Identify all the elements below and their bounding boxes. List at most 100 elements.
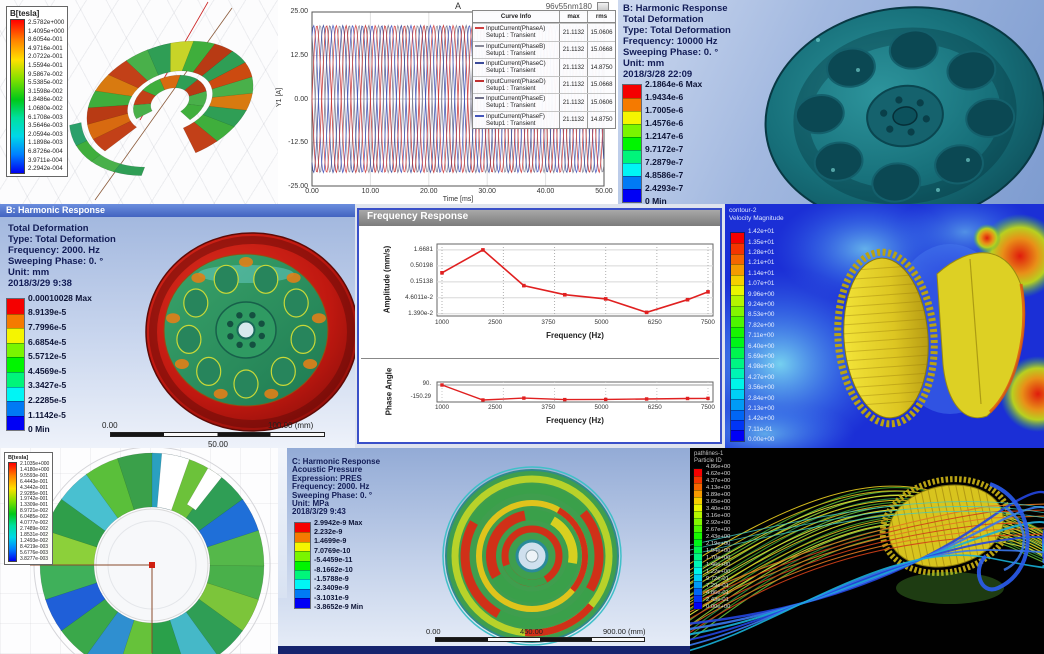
colorbar-cell xyxy=(623,124,641,137)
colorbar-label: 6.6854e-5 xyxy=(28,336,67,347)
curve-legend-row: InputCurrent(PhaseC) Setup1 : Transient 21… xyxy=(473,58,615,76)
colorbar-cell xyxy=(295,551,310,561)
colorbar-cell xyxy=(623,111,641,124)
colorbar-label: 7.11e-01 xyxy=(748,425,773,433)
flywheel-model-view xyxy=(145,232,355,432)
colorbar-label: 2.19e+00 xyxy=(706,541,731,548)
colorbar xyxy=(6,298,25,432)
curve-legend-row: InputCurrent(PhaseB) Setup1 : Transient 21… xyxy=(473,40,615,58)
colorbar-label: 3.16e+00 xyxy=(706,513,731,520)
amplitude-x-ticks: 1000 2500 3750 5000 6250 7500 xyxy=(432,319,718,326)
colorbar-cell xyxy=(623,85,641,98)
colorbar-label: 0 Min xyxy=(28,424,50,435)
tick-label: -25.00 xyxy=(288,183,308,190)
colorbar-cell xyxy=(694,511,702,518)
curve-legend-row: InputCurrent(PhaseE) Setup1 : Transient 21… xyxy=(473,93,615,111)
colorbar-label: 4.4569e-5 xyxy=(28,365,67,376)
colorbar-label: 7.0769e-10 xyxy=(314,545,351,555)
panel-transient-plot: A 96v55nm180 Y1 [A] 25.00 12.50 0.00 -12.50… xyxy=(276,0,618,204)
tick-label: 6250 xyxy=(647,319,662,326)
colorbar-label: 4.37e+00 xyxy=(706,478,731,485)
legend-value: 1.1898e-003 xyxy=(28,139,63,147)
colorbar-cell xyxy=(694,518,702,525)
colorbar-label: 1.46e+00 xyxy=(706,562,731,569)
panel-pathlines: pathlines-1 Particle ID 4.86e+00 4.62e+00… xyxy=(690,448,1044,654)
colorbar-label: 0 Min xyxy=(645,195,667,206)
curve-swatch xyxy=(475,97,484,100)
colorbar-cell xyxy=(7,357,24,372)
colorbar-label: 5.5712e-5 xyxy=(28,351,67,362)
colorbar-cell xyxy=(623,98,641,111)
legend-value: 3.1598e-002 xyxy=(28,87,63,95)
curve-legend-header: Curve Info max rms xyxy=(473,11,615,23)
legend-value: 1.3309e-001 xyxy=(20,502,49,509)
colorbar-cell xyxy=(694,567,702,574)
tick-label: 1.6681 xyxy=(413,246,433,253)
colorbar-label: 3.89e+00 xyxy=(706,492,731,499)
tick-label: 12.50 xyxy=(290,51,308,59)
tick-label: 1.390e-2 xyxy=(408,310,433,317)
colorbar-cell xyxy=(694,560,702,567)
tick-label: 3750 xyxy=(541,404,556,411)
colorbar-cell xyxy=(694,525,702,532)
colorbar-cell xyxy=(694,476,702,483)
colorbar-label: 4.86e-01 xyxy=(706,590,729,597)
legend-value: 6.8726e-004 xyxy=(28,147,63,155)
amplitude-x-label: Frequency (Hz) xyxy=(546,331,604,340)
phase-x-ticks: 1000 2500 3750 5000 6250 7500 xyxy=(432,404,718,411)
colorbar-label: 1.94e+00 xyxy=(706,548,731,555)
ruler-label-right: 100.00 (mm) xyxy=(268,421,314,430)
colorbar-label: 4.27e+00 xyxy=(748,373,775,381)
window-titlebar[interactable]: Frequency Response xyxy=(359,210,720,226)
colorbar-label: 2.4293e-7 xyxy=(645,182,684,193)
pathlines-view xyxy=(690,476,1044,652)
curve-swatch xyxy=(475,27,484,30)
colorbar-label: 1.14e+01 xyxy=(748,269,775,277)
legend-value: 1.9742e-001 xyxy=(20,496,49,503)
amplitude-y-ticks: 1.6681 0.50198 0.15138 4.6011e-2 1.390e-2 xyxy=(397,246,433,317)
colorbar-label: 2.43e+00 xyxy=(706,534,731,541)
colorbar-cell xyxy=(7,386,24,402)
colorbar xyxy=(622,84,642,203)
legend-value: 8.9721e-002 xyxy=(20,508,49,515)
legend-value: 1.4095e+000 xyxy=(28,27,65,35)
legend-value: 6.0485e-002 xyxy=(20,514,49,521)
plot-title: A xyxy=(454,1,461,11)
legend-value: 1.4180e+000 xyxy=(20,466,50,473)
colorbar-label: 1.07e+01 xyxy=(748,280,775,288)
colorbar-label: 9.24e+00 xyxy=(748,300,775,308)
tick-label: 0.15138 xyxy=(410,278,433,285)
colorbar-label: -5.4459e-11 xyxy=(314,555,353,565)
legend-value: 4.3442e-001 xyxy=(20,484,49,491)
colorbar-label: 1.35e+01 xyxy=(748,238,775,246)
colorbar-label: 1.4699e-9 xyxy=(314,536,347,546)
colorbar-cell xyxy=(623,163,641,176)
colorbar-label: 9.96e+00 xyxy=(748,290,775,298)
colorbar-label: 2.43e-01 xyxy=(706,597,729,604)
legend-value: 8.6054e-001 xyxy=(28,36,63,44)
colorbar-label: 3.40e+00 xyxy=(706,506,731,513)
colorbar-cell xyxy=(694,504,702,511)
colorbar-cell xyxy=(694,595,702,602)
colorbar-cell xyxy=(295,541,310,552)
colorbar-cell xyxy=(7,328,24,343)
legend-value: 1.0680e-002 xyxy=(28,104,63,112)
x-axis-ticks: 0.00 10.00 20.00 30.00 40.00 50.00 xyxy=(298,188,618,195)
colorbar-label: 7.29e-01 xyxy=(706,583,729,590)
colorbar-label: 3.65e+00 xyxy=(706,499,731,506)
tick-label: 25.00 xyxy=(290,8,308,15)
legend-value: 6.4443e-001 xyxy=(20,478,49,485)
colorbar-cell xyxy=(731,430,744,441)
curve-info-table: Curve Info max rms InputCurrent(PhaseA) Setu… xyxy=(472,10,616,129)
window-titlebar[interactable]: B: Harmonic Response xyxy=(0,204,355,217)
colorbar-label: 0.00e+00 xyxy=(706,604,731,611)
colorbar-label: 1.42e+00 xyxy=(748,415,775,423)
colorbar-cell xyxy=(694,497,702,504)
legend-value: 2.7489e-002 xyxy=(20,525,49,532)
colorbar-cell xyxy=(295,588,310,599)
curve-legend-row: InputCurrent(PhaseD) Setup1 : Transient 21… xyxy=(473,75,615,93)
colorbar-cell xyxy=(694,588,702,595)
tick-label: 0.50198 xyxy=(410,262,433,269)
colorbar-label: 0.00010028 Max xyxy=(28,292,92,303)
colorbar-label: 3.56e+00 xyxy=(748,384,775,392)
